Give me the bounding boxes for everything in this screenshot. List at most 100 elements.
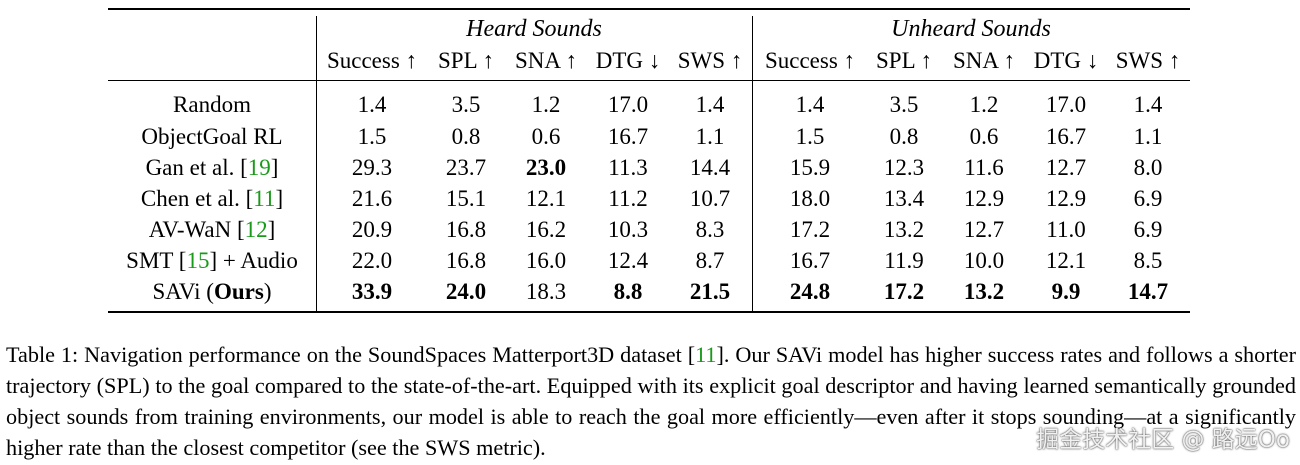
- table-cell: 16.7: [1045, 124, 1087, 149]
- citation-link[interactable]: 19: [247, 155, 271, 180]
- table-cell: 20.9: [351, 217, 393, 242]
- row-name-objectgoal-rl: ObjectGoal RL: [141, 124, 283, 149]
- table-cell: 8.5: [1133, 248, 1163, 273]
- table-cell: 14.4: [689, 155, 731, 180]
- table-cell: 0.8: [889, 124, 919, 149]
- table-cell: 1.5: [357, 124, 387, 149]
- table-cell: 9.9: [1051, 279, 1081, 304]
- table-cell: 11.3: [608, 155, 648, 180]
- table-cell: 17.0: [1045, 92, 1087, 117]
- table-cell: 17.0: [607, 92, 649, 117]
- watermark: 掘金技术社区 @ 路远Oo: [1036, 427, 1290, 453]
- table-cell: 13.4: [883, 186, 925, 211]
- row-name-random: Random: [173, 92, 251, 117]
- table-bottom-rule: [108, 311, 1190, 313]
- table-cell: 8.0: [1133, 155, 1163, 180]
- col-header-spl-unheard: SPL ↑: [875, 48, 933, 73]
- table-cell: 12.1: [1045, 248, 1087, 273]
- row-name-chen: Chen et al. [11]: [140, 186, 284, 211]
- table-cell: 12.3: [883, 155, 925, 180]
- table-cell: 12.9: [963, 186, 1005, 211]
- table-cell: 16.0: [525, 248, 567, 273]
- table-cell: 21.6: [351, 186, 393, 211]
- table-cell: 18.3: [525, 279, 567, 304]
- table-cell: 24.0: [445, 279, 487, 304]
- table-cell: 16.7: [607, 124, 649, 149]
- group-header-unheard: Unheard Sounds: [891, 16, 1051, 42]
- col-header-success-unheard: Success ↑: [764, 48, 856, 73]
- table-cell: 16.2: [525, 217, 567, 242]
- table-cell: 11.9: [884, 248, 924, 273]
- table-cell: 8.7: [695, 248, 725, 273]
- col-header-sna-unheard: SNA ↑: [953, 48, 1015, 73]
- citation-link[interactable]: 11: [253, 186, 276, 211]
- table-cell: 23.7: [445, 155, 487, 180]
- table-cell: 1.4: [695, 92, 725, 117]
- table-cell: 1.2: [531, 92, 561, 117]
- table-cell: 11.0: [1046, 217, 1086, 242]
- table-cell: 23.0: [525, 155, 567, 180]
- table-cell: 1.5: [795, 124, 825, 149]
- table-cell: 6.9: [1133, 186, 1163, 211]
- table-cell: 1.1: [1133, 124, 1163, 149]
- citation-link[interactable]: 15: [186, 248, 210, 273]
- table-cell: 15.1: [445, 186, 487, 211]
- table-cell: 1.1: [695, 124, 725, 149]
- col-header-dtg-unheard: DTG ↓: [1033, 48, 1099, 73]
- table-cell: 16.7: [789, 248, 831, 273]
- table-cell: 12.7: [1045, 155, 1087, 180]
- table-cell: 8.3: [695, 217, 725, 242]
- table-caption: Table 1: Navigation performance on the S…: [6, 342, 1296, 460]
- table-cell: 3.5: [451, 92, 481, 117]
- table-cell: 10.7: [689, 186, 731, 211]
- table-divider-left: [316, 16, 317, 311]
- table-cell: 17.2: [883, 279, 925, 304]
- table-divider-middle: [752, 16, 753, 311]
- table-cell: 12.9: [1045, 186, 1087, 211]
- table-cell: 22.0: [351, 248, 393, 273]
- table-cell: 33.9: [351, 279, 393, 304]
- table-cell: 0.8: [451, 124, 481, 149]
- table-cell: 15.9: [789, 155, 831, 180]
- col-header-sws-heard: SWS ↑: [677, 48, 743, 73]
- table-cell: 0.6: [531, 124, 561, 149]
- citation-link[interactable]: 12: [244, 217, 268, 242]
- table-cell: 16.8: [445, 248, 487, 273]
- table-cell: 6.9: [1133, 217, 1163, 242]
- citation-link[interactable]: 11: [695, 342, 717, 367]
- table-cell: 11.2: [608, 186, 648, 211]
- table-cell: 29.3: [351, 155, 393, 180]
- row-name-smt-audio: SMT [15] + Audio: [126, 248, 298, 273]
- row-name-av-wan: AV-WaN [12]: [148, 217, 276, 242]
- table-cell: 12.7: [963, 217, 1005, 242]
- col-header-sna-heard: SNA ↑: [515, 48, 577, 73]
- table-cell: 11.6: [964, 155, 1004, 180]
- table-cell: 0.6: [969, 124, 999, 149]
- col-header-success-heard: Success ↑: [326, 48, 418, 73]
- table-cell: 1.4: [1133, 92, 1163, 117]
- table-cell: 12.4: [607, 248, 649, 273]
- row-name-savi: SAVi (Ours): [152, 279, 272, 304]
- table-cell: 13.2: [963, 279, 1005, 304]
- group-header-heard: Heard Sounds: [466, 16, 602, 42]
- col-header-spl-heard: SPL ↑: [437, 48, 495, 73]
- table-cell: 1.4: [357, 92, 387, 117]
- table-cell: 3.5: [889, 92, 919, 117]
- table-cell: 17.2: [789, 217, 831, 242]
- table-header-rule: [108, 80, 1190, 81]
- table-cell: 13.2: [883, 217, 925, 242]
- col-header-dtg-heard: DTG ↓: [595, 48, 661, 73]
- col-header-sws-unheard: SWS ↑: [1115, 48, 1181, 73]
- table-cell: 24.8: [789, 279, 831, 304]
- table-cell: 1.2: [969, 92, 999, 117]
- table-cell: 10.3: [607, 217, 649, 242]
- table-cell: 10.0: [963, 248, 1005, 273]
- table-cell: 21.5: [689, 279, 731, 304]
- row-name-gan: Gan et al. [19]: [145, 155, 279, 180]
- table-top-rule: [108, 8, 1190, 10]
- table-cell: 12.1: [525, 186, 567, 211]
- table-cell: 18.0: [789, 186, 831, 211]
- table-cell: 14.7: [1127, 279, 1169, 304]
- table-cell: 1.4: [795, 92, 825, 117]
- table-cell: 8.8: [613, 279, 643, 304]
